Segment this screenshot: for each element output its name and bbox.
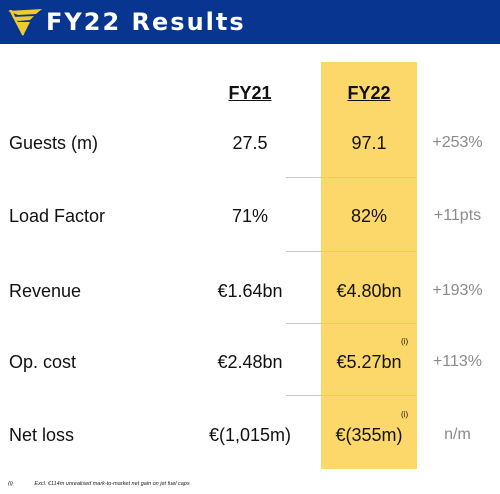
table-row: Net loss €(1,015m) €(355m) n/m (i) bbox=[0, 410, 500, 456]
row-label: Revenue bbox=[9, 281, 82, 301]
fy22-value: €5.27bn bbox=[336, 352, 402, 372]
row-label: Load Factor bbox=[9, 206, 106, 226]
footnote-marker: (i) bbox=[401, 410, 409, 419]
footnote: (i) Excl. €114m unrealised mark-to-marke… bbox=[8, 481, 190, 487]
column-header-fy22: FY22 bbox=[347, 83, 391, 103]
fy21-value: 27.5 bbox=[232, 133, 268, 153]
row-divider bbox=[286, 323, 416, 324]
table-row: Revenue €1.64bn €4.80bn +193% bbox=[0, 272, 500, 312]
row-divider bbox=[286, 177, 416, 178]
change-value: +113% bbox=[432, 353, 483, 370]
footnote-marker: (i) bbox=[401, 337, 409, 346]
change-value: +253% bbox=[432, 134, 483, 151]
fy21-value: 71% bbox=[231, 206, 269, 226]
fy22-value: €4.80bn bbox=[336, 281, 402, 301]
page-title: FY22 Results bbox=[46, 8, 246, 36]
table-row: Guests (m) 27.5 97.1 +253% bbox=[0, 124, 500, 164]
table-row: Load Factor 71% 82% +11pts bbox=[0, 197, 500, 237]
fy22-value: €(355m) bbox=[335, 425, 403, 445]
fy22-highlight-band bbox=[321, 62, 417, 469]
header-bar: FY22 Results bbox=[0, 0, 500, 44]
fy21-value: €(1,015m) bbox=[208, 425, 292, 445]
fy22-value: 82% bbox=[350, 206, 388, 226]
row-label: Net loss bbox=[9, 425, 75, 445]
footnote-text: Excl. €114m unrealised mark-to-market ne… bbox=[34, 481, 190, 487]
column-header-fy21: FY21 bbox=[228, 83, 272, 103]
harp-logo-icon bbox=[8, 9, 42, 36]
change-value: n/m bbox=[444, 426, 471, 443]
fy21-value: €1.64bn bbox=[217, 281, 283, 301]
row-divider bbox=[286, 395, 416, 396]
row-label: Op. cost bbox=[9, 352, 77, 372]
footnote-marker: (i) bbox=[8, 481, 13, 487]
change-value: +193% bbox=[432, 282, 483, 299]
table-row: Op. cost €2.48bn €5.27bn +113% (i) bbox=[0, 337, 500, 383]
row-divider bbox=[286, 251, 416, 252]
fy22-value: 97.1 bbox=[351, 133, 387, 153]
change-value: +11pts bbox=[433, 207, 482, 224]
fy21-value: €2.48bn bbox=[217, 352, 283, 372]
row-label: Guests (m) bbox=[9, 133, 99, 153]
